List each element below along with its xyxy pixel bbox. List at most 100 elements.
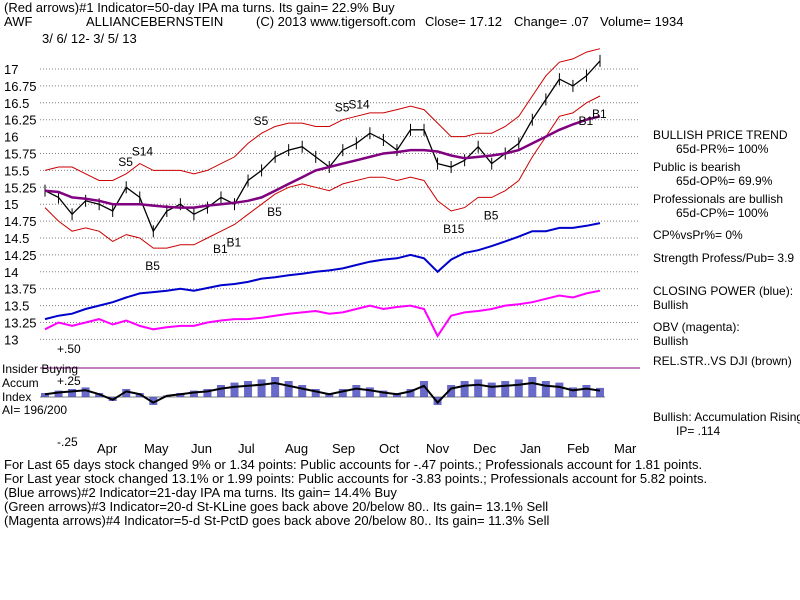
accum-bar [203,389,212,397]
accum-bar [541,381,550,397]
y-tick-label: 13.5 [4,299,29,314]
accum-bar [514,379,523,397]
insider-label: Insider Buying [2,362,79,376]
signal-label-b5: B5 [145,259,160,273]
accum-bar [41,393,49,397]
trend-pr: 65d-PR%= 100% [676,142,769,156]
accum-title: Bullish: Accumulation Rising [653,410,800,424]
accum-bar [528,377,537,397]
accum-bar [474,379,483,397]
relstr-title: REL.STR..VS DJI (brown) [653,354,792,368]
x-tick-label: May [144,441,169,456]
header-change: Change= .07 [514,14,589,29]
accum-bar [244,381,253,397]
signal-label-b1: B1 [227,235,242,249]
signal-label-b1: B1 [578,114,593,128]
accum-tick-minus25: -.25 [57,435,78,449]
cp-vs-pr: CP%vsPr%= 0% [653,228,743,242]
y-tick-label: 14.75 [4,214,37,229]
x-tick-label: Jul [238,441,255,456]
y-tick-label: 13 [4,332,18,347]
accum-label: Accum [2,376,39,390]
accum-bar [216,385,225,397]
month-axis-labels: Apr May Jun Jul Aug Sep Oct Nov Dec Jan Feb Mar [97,441,637,456]
accum-bar [596,387,604,397]
accum-bar [460,381,469,397]
signal-label-s5: S5 [118,155,133,169]
y-tick-label: 16.5 [4,96,29,111]
accum-bar [447,385,456,397]
y-tick-label: 14.5 [4,231,29,246]
y-tick-label: 15 [4,197,18,212]
y-tick-label: 14.25 [4,248,37,263]
header-name: ALLIANCEBERNSTEIN [86,14,224,29]
public-op: 65d-OP%= 69.9% [676,174,773,188]
closing-power-title: CLOSING POWER (blue): [653,284,794,298]
index-label: Index [2,390,32,404]
x-tick-label: Nov [426,441,450,456]
signal-label-b5: B5 [267,205,282,219]
header-close: Close= 17.12 [425,14,502,29]
relstr-line [44,381,601,405]
accum-bar [582,385,591,397]
accum-bar [271,377,280,397]
x-tick-label: Jan [520,441,541,456]
y-tick-label: 13.75 [4,282,37,297]
footer-year: For Last year stock changed 13.1% or 1.9… [4,471,708,486]
signal-label-b1: B1 [213,242,228,256]
footer-green-arrows: (Green arrows)#3 Indicator=20-d St-KLine… [4,499,549,514]
closing-power-value: Bullish [653,298,689,312]
signal-label-s14: S14 [348,97,370,111]
accum-bar [420,381,429,397]
chart-series [44,48,601,338]
signal-label-b1: B1 [592,107,607,121]
accum-bar [379,390,388,397]
accum-bar [568,387,577,397]
obv-value: Bullish [653,334,689,348]
header-copyright: (C) 2013 www.tigersoft.com [256,14,416,29]
accum-bar [189,390,198,397]
accum-ip: IP= .114 [676,424,721,438]
x-tick-label: Jun [191,441,212,456]
accum-bar [230,382,239,397]
x-tick-label: Feb [567,441,589,456]
obv-title: OBV (magenta): [653,320,740,334]
y-tick-label: 16.75 [4,79,37,94]
price-line [44,60,601,233]
accum-bar [257,379,266,397]
pro-cp: 65d-CP%= 100% [676,206,769,220]
x-tick-label: Mar [614,441,637,456]
footer-blue-arrows: (Blue arrows)#2 Indicator=21-day IPA ma … [4,485,397,500]
accumulation-panel [40,367,640,405]
x-tick-label: Oct [379,441,400,456]
accum-bar [284,381,293,397]
50-day-ma-line [44,115,601,209]
accum-bar [555,382,564,397]
y-tick-label: 16 [4,130,18,145]
signal-label-s5: S5 [335,101,350,115]
y-tick-label: 14 [4,265,18,280]
accum-bar [501,381,510,397]
x-tick-label: Aug [285,441,308,456]
accum-bar [122,389,131,397]
y-tick-label: 15.25 [4,180,37,195]
accum-bar [298,385,307,397]
accum-bar [365,387,374,397]
public-title: Public is bearish [653,160,741,174]
x-tick-label: Sep [332,441,355,456]
y-tick-label: 15.5 [4,163,29,178]
accum-tick-plus25: +.25 [57,374,81,388]
pro-title: Professionals are bullish [653,192,784,206]
accum-bar [54,390,63,397]
header-symbol: AWF [4,14,33,29]
header-indicator-line: (Red arrows)#1 Indicator=50-day IPA ma t… [4,0,395,15]
x-tick-label: Dec [473,441,497,456]
upper-band-line [44,48,601,181]
footer-65day: For Last 65 days stock changed 9% or 1.3… [4,457,703,472]
accum-tick-plus50: +.50 [57,342,81,356]
signal-label-s5: S5 [254,114,269,128]
obv-line [44,289,601,338]
